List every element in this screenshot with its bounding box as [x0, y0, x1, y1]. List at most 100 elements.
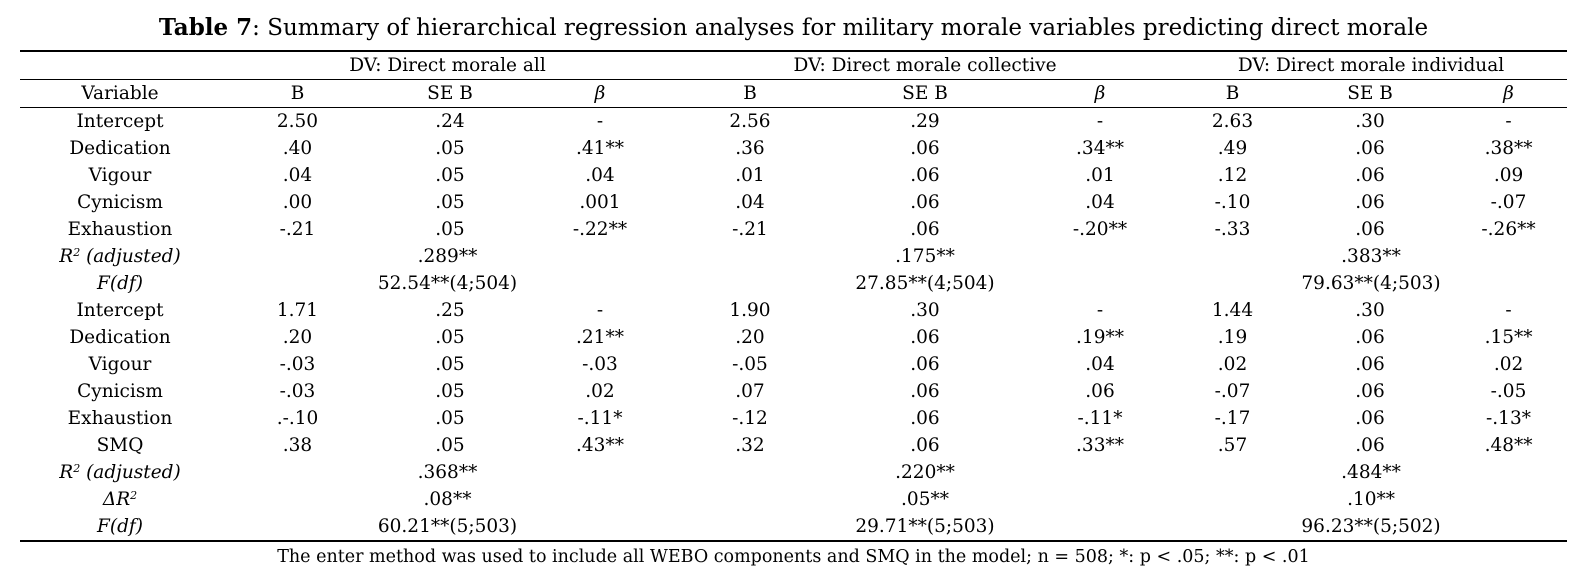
se-b-value-cell: .06	[910, 408, 940, 429]
se-b-value-cell: .06	[910, 435, 940, 456]
beta-value-cell: -	[1096, 300, 1104, 321]
b-value-cell: -.10	[1214, 192, 1251, 213]
beta-value-cell: -	[1505, 111, 1512, 132]
row-label: Intercept	[20, 297, 220, 324]
row-label-text: Exhaustion	[67, 219, 173, 240]
se-b-value-cell: .05	[435, 192, 465, 213]
table-title-number: Table 7	[158, 14, 253, 41]
b-value-cell: -.07	[1214, 381, 1251, 402]
beta-value-cell: -	[596, 111, 604, 132]
beta-value-cell: .04	[585, 165, 615, 186]
row-label: ΔR2	[20, 486, 220, 513]
coefficient-row: Vigour -.03 .05 -.03 -.05 .06 .04 .02 .06 .02	[20, 351, 1567, 378]
coefficient-row: Cynicism .00 .05 .001 .04 .06 .04 -.10 .06 -.07	[20, 189, 1567, 216]
beta-value-cell: .33**	[1076, 435, 1124, 456]
b-value-cell: -.17	[1214, 408, 1251, 429]
row-label: Cynicism	[20, 189, 220, 216]
row-label-text: Cynicism	[77, 192, 163, 213]
b-value-cell: -.12	[732, 408, 768, 429]
row-label-text: R	[59, 246, 74, 267]
summary-value-cell: 60.21**(5;503)	[220, 513, 675, 542]
se-b-value-cell: .06	[1355, 219, 1385, 240]
b-value-cell: .01	[735, 165, 765, 186]
beta-value-cell: -	[596, 300, 604, 321]
beta-value-cell: .19**	[1076, 327, 1124, 348]
coefficient-row: Cynicism -.03 .05 .02 .07 .06 .06 -.07 .06 -.05	[20, 378, 1567, 405]
row-label-text: Cynicism	[77, 381, 163, 402]
model-summary-row: F(df) 52.54**(4;504) 27.85**(4;504) 79.63**…	[20, 270, 1567, 297]
b-value-cell: -.33	[1214, 219, 1251, 240]
se-b-value-cell: .25	[435, 300, 465, 321]
row-label-superscript: 2	[73, 462, 81, 475]
row-label-text: F(df)	[97, 273, 143, 294]
column-header-se-b: SE B	[825, 79, 1025, 108]
table-footnote: The enter method was used to include all…	[277, 547, 1310, 567]
b-value-cell: .00	[282, 192, 313, 213]
summary-value-cell: .175**	[895, 246, 955, 267]
beta-value-cell: .41**	[576, 138, 624, 159]
coefficient-row: Intercept 1.71 .25 - 1.90 .30 - 1.44 .30 -	[20, 297, 1567, 324]
se-b-value-cell: .06	[910, 165, 940, 186]
coefficient-row: Dedication .40 .05 .41** .36 .06 .34** .49 .06 .3…	[20, 135, 1567, 162]
dv-header-individual: DV: Direct morale individual	[1175, 50, 1568, 80]
b-value-cell: 1.44	[1211, 300, 1254, 321]
row-label-text: F(df)	[97, 516, 143, 537]
beta-value-cell: -.26**	[1481, 219, 1536, 240]
summary-value-cell: .10**	[1347, 489, 1395, 510]
beta-value-cell: .02	[585, 381, 615, 402]
beta-value-cell: .09	[1493, 165, 1524, 186]
beta-value-cell: -	[1096, 111, 1104, 132]
row-label: Vigour	[20, 351, 220, 378]
beta-value-cell: -.03	[582, 354, 618, 375]
model-summary-row: ΔR2 .08** .05** .10**	[20, 486, 1567, 513]
b-value-cell: -.03	[279, 354, 316, 375]
se-b-value-cell: .06	[1355, 435, 1385, 456]
row-label-text: SMQ	[96, 435, 144, 456]
model-summary-row: R2 (adjusted) .289** .175** .383**	[20, 243, 1567, 270]
row-label: Dedication	[20, 324, 220, 351]
row-label: Dedication	[20, 135, 220, 162]
beta-value-cell: .34**	[1076, 138, 1124, 159]
summary-value-cell: .383**	[1341, 246, 1401, 267]
row-label-suffix: (adjusted)	[80, 246, 181, 267]
beta-value-cell: .001	[579, 192, 621, 213]
column-header-beta: β	[1450, 79, 1568, 108]
se-b-value-cell: .05	[435, 327, 465, 348]
se-b-value-cell: .06	[1355, 327, 1385, 348]
row-label: R2 (adjusted)	[20, 459, 220, 486]
se-b-value-cell: .05	[435, 435, 465, 456]
beta-value-cell: -.13*	[1486, 408, 1531, 429]
row-label: R2 (adjusted)	[20, 243, 220, 270]
beta-value-cell: .15**	[1484, 327, 1533, 348]
row-label-superscript: 2	[130, 489, 138, 502]
se-b-value-cell: .05	[435, 408, 465, 429]
beta-value-cell: .02	[1493, 354, 1524, 375]
coefficient-row: Exhaustion .-.10 .05 -.11* -.12 .06 -.11* -.17.…	[20, 405, 1567, 432]
b-value-cell: 1.90	[729, 300, 771, 321]
b-value-cell: .07	[735, 381, 765, 402]
summary-value-cell: 29.71**(5;503)	[675, 513, 1176, 542]
summary-value-cell: .05**	[901, 489, 949, 510]
dv-header-blank	[20, 50, 220, 80]
row-label: Intercept	[20, 108, 220, 136]
column-header-beta: β	[525, 79, 675, 108]
beta-value-cell: .38**	[1484, 138, 1533, 159]
row-label-text: Vigour	[88, 165, 152, 186]
b-value-cell: .40	[282, 138, 313, 159]
se-b-value-cell: .30	[1355, 111, 1385, 132]
row-label-text: Dedication	[69, 138, 171, 159]
row-label-text: Exhaustion	[67, 408, 173, 429]
beta-value-cell: .48**	[1484, 435, 1533, 456]
b-value-cell: -.21	[732, 219, 768, 240]
summary-value-cell: .08**	[423, 489, 472, 510]
beta-value-cell: -	[1505, 300, 1512, 321]
regression-table: DV: Direct morale all DV: Direct morale …	[20, 50, 1568, 542]
model-summary-row: F(df) 60.21**(5;503) 29.71**(5;503) 96.23**…	[20, 513, 1568, 542]
b-value-cell: .04	[282, 165, 313, 186]
se-b-value-cell: .24	[435, 111, 465, 132]
b-value-cell: .02	[1217, 354, 1248, 375]
se-b-value-cell: .05	[435, 165, 465, 186]
b-value-cell: .32	[735, 435, 765, 456]
se-b-value-cell: .06	[910, 354, 940, 375]
